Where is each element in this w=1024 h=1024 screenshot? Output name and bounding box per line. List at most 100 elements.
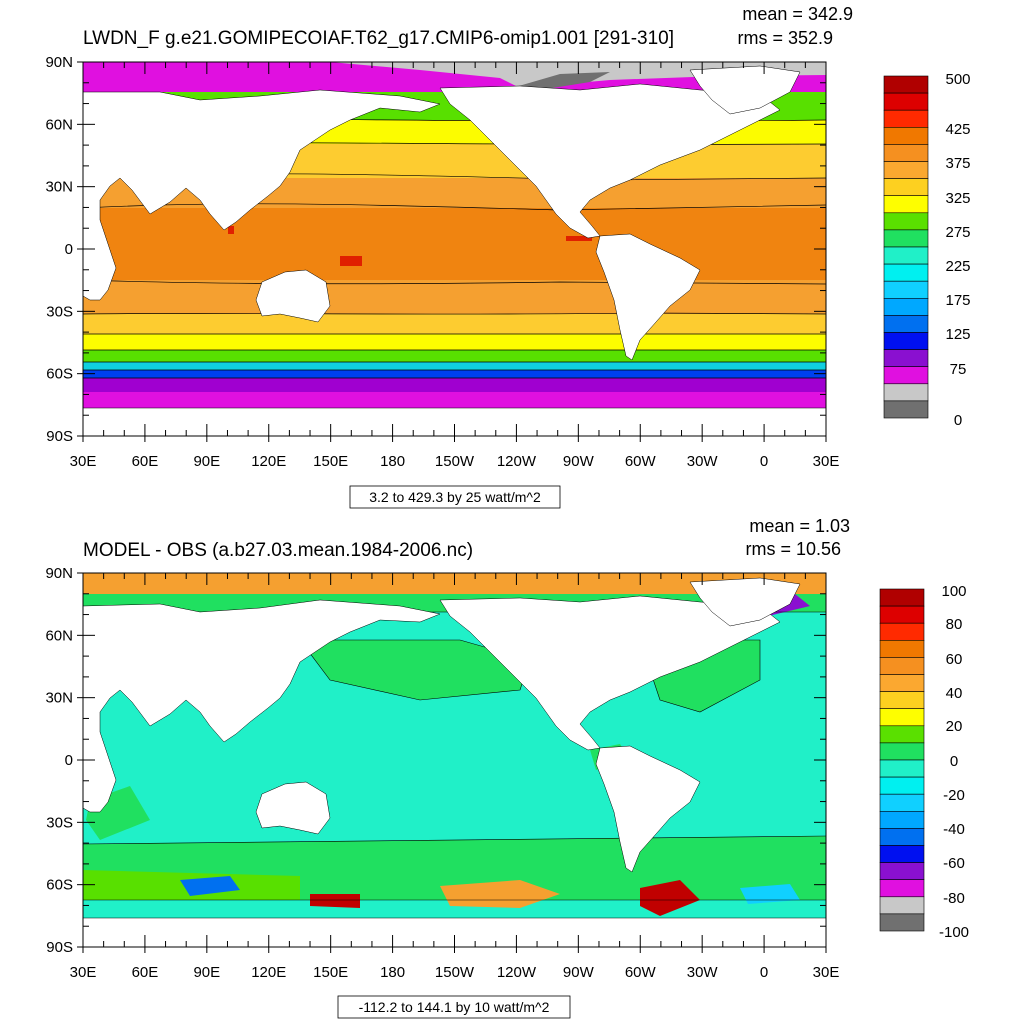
colorbar-swatch — [879, 691, 925, 709]
colorbar-swatch — [883, 383, 929, 402]
colorbar-swatch — [879, 622, 925, 641]
bottom-lat-labels: 90N 60N 30N 0 30S 60S 90S — [45, 565, 73, 956]
colorbar-label: -60 — [943, 855, 965, 872]
bottom-map-panel: MODEL - OBS (a.b27.03.mean.1984-2006.nc)… — [45, 516, 969, 1019]
land-south-america — [595, 233, 701, 361]
lon-label: 0 — [760, 453, 768, 470]
lon-label: 150E — [313, 453, 348, 470]
lat-label: 60S — [46, 877, 73, 894]
colorbar-label: 225 — [945, 258, 970, 275]
bottom-colorbar — [879, 588, 925, 932]
top-map-panel: LWDN_F g.e21.GOMIPECOIAF.T62_g17.CMIP6-o… — [45, 4, 971, 509]
colorbar-swatch — [883, 263, 929, 282]
band-south-blue — [83, 370, 826, 378]
colorbar-swatch — [879, 742, 925, 761]
colorbar-swatch — [879, 828, 925, 846]
colorbar-swatch — [879, 759, 925, 778]
colorbar-swatch — [883, 127, 929, 145]
top-colorbar-labels: 500 425 375 325 275 225 175 125 75 0 — [945, 71, 970, 429]
lon-label: 0 — [760, 964, 768, 981]
top-field — [83, 62, 826, 436]
colorbar-swatch — [879, 879, 925, 898]
colorbar-label: 20 — [946, 718, 963, 735]
bottom-lon-labels: 30E 60E 90E 120E 150E 180 150W 120W 90W 60W 30W 0 30… — [70, 964, 840, 981]
colorbar-label: -80 — [943, 890, 965, 907]
lat-label: 30S — [46, 303, 73, 320]
bottom-range-box — [337, 995, 571, 1019]
lon-label: 90W — [563, 453, 595, 470]
colorbar-swatch — [883, 332, 929, 350]
colorbar-swatch — [883, 229, 929, 248]
top-land — [83, 65, 826, 436]
colorbar-swatch — [883, 92, 929, 111]
colorbar-label: 125 — [945, 326, 970, 343]
land-eurasia-africa — [83, 89, 441, 301]
colorbar-swatch — [883, 349, 929, 368]
band-south-cyan — [83, 362, 826, 370]
colorbar-label: 75 — [950, 361, 967, 378]
north-pacific-green — [300, 640, 530, 700]
colorbar-label: 0 — [950, 753, 958, 770]
colorbar-swatch — [883, 195, 929, 214]
colorbar-label: 500 — [945, 71, 970, 88]
colorbar-swatch — [879, 725, 925, 744]
lon-label: 30E — [70, 453, 97, 470]
top-mean-stat: mean = 342.9 — [742, 4, 853, 24]
lon-label: 150E — [313, 964, 348, 981]
warm-pool-red — [340, 256, 362, 266]
band-subtropic-south — [83, 280, 826, 314]
lon-label: 30E — [813, 964, 840, 981]
land-australia — [255, 269, 331, 323]
band-south-yellow — [83, 334, 826, 350]
colorbar-swatch — [879, 674, 925, 692]
band-south-magenta — [83, 392, 826, 408]
colorbar-swatch — [879, 810, 925, 829]
colorbar-swatch — [883, 144, 929, 162]
colorbar-label: 40 — [946, 685, 963, 702]
land-greenland — [689, 65, 801, 115]
lon-label: 150W — [435, 964, 475, 981]
bottom-mean-stat: mean = 1.03 — [749, 516, 850, 536]
colorbar-label: 425 — [945, 121, 970, 138]
colorbar-label: 175 — [945, 292, 970, 309]
lat-label: 30N — [45, 690, 73, 707]
colorbar-label: 0 — [954, 412, 962, 429]
colorbar-swatch — [883, 75, 929, 94]
lat-label: 90N — [45, 54, 73, 71]
colorbar-swatch — [883, 400, 929, 419]
ross-sea-orange — [440, 880, 560, 908]
colorbar-swatch — [883, 246, 929, 265]
band-south-green — [83, 350, 826, 362]
lon-label: 90E — [193, 453, 220, 470]
lat-label: 0 — [65, 752, 73, 769]
colorbar-label: 80 — [946, 616, 963, 633]
colorbar-swatch — [883, 280, 929, 299]
land-australia-bottom — [255, 781, 331, 835]
colorbar-swatch — [883, 366, 929, 385]
land-eurasia-africa-bottom — [83, 599, 441, 813]
lon-label: 120W — [497, 964, 537, 981]
top-range-text: 3.2 to 429.3 by 25 watt/m^2 — [369, 489, 541, 505]
lon-label: 180 — [380, 964, 405, 981]
colorbar-swatch — [883, 178, 929, 197]
lat-label: 90S — [46, 939, 73, 956]
lon-label: 120E — [251, 964, 286, 981]
lat-label: 60N — [45, 116, 73, 133]
colorbar-swatch — [879, 639, 925, 658]
colorbar-swatch — [879, 657, 925, 675]
lon-label: 30E — [70, 964, 97, 981]
land-greenland-bottom — [689, 577, 801, 627]
arctic-darkgrey-region — [505, 72, 610, 90]
colorbar-label: -20 — [943, 787, 965, 804]
lon-label: 150W — [435, 453, 475, 470]
colorbar-swatch — [879, 588, 925, 607]
lat-label: 60S — [46, 366, 73, 383]
colorbar-label: -40 — [943, 821, 965, 838]
lon-label: 30W — [687, 964, 719, 981]
top-rms-stat: rms = 352.9 — [737, 28, 833, 48]
band-tropics — [83, 208, 826, 280]
lon-label: 60E — [132, 964, 159, 981]
colorbar-label: 325 — [945, 190, 970, 207]
bottom-map-title: MODEL - OBS (a.b27.03.mean.1984-2006.nc) — [83, 540, 473, 561]
bottom-rms-stat: rms = 10.56 — [745, 539, 841, 559]
